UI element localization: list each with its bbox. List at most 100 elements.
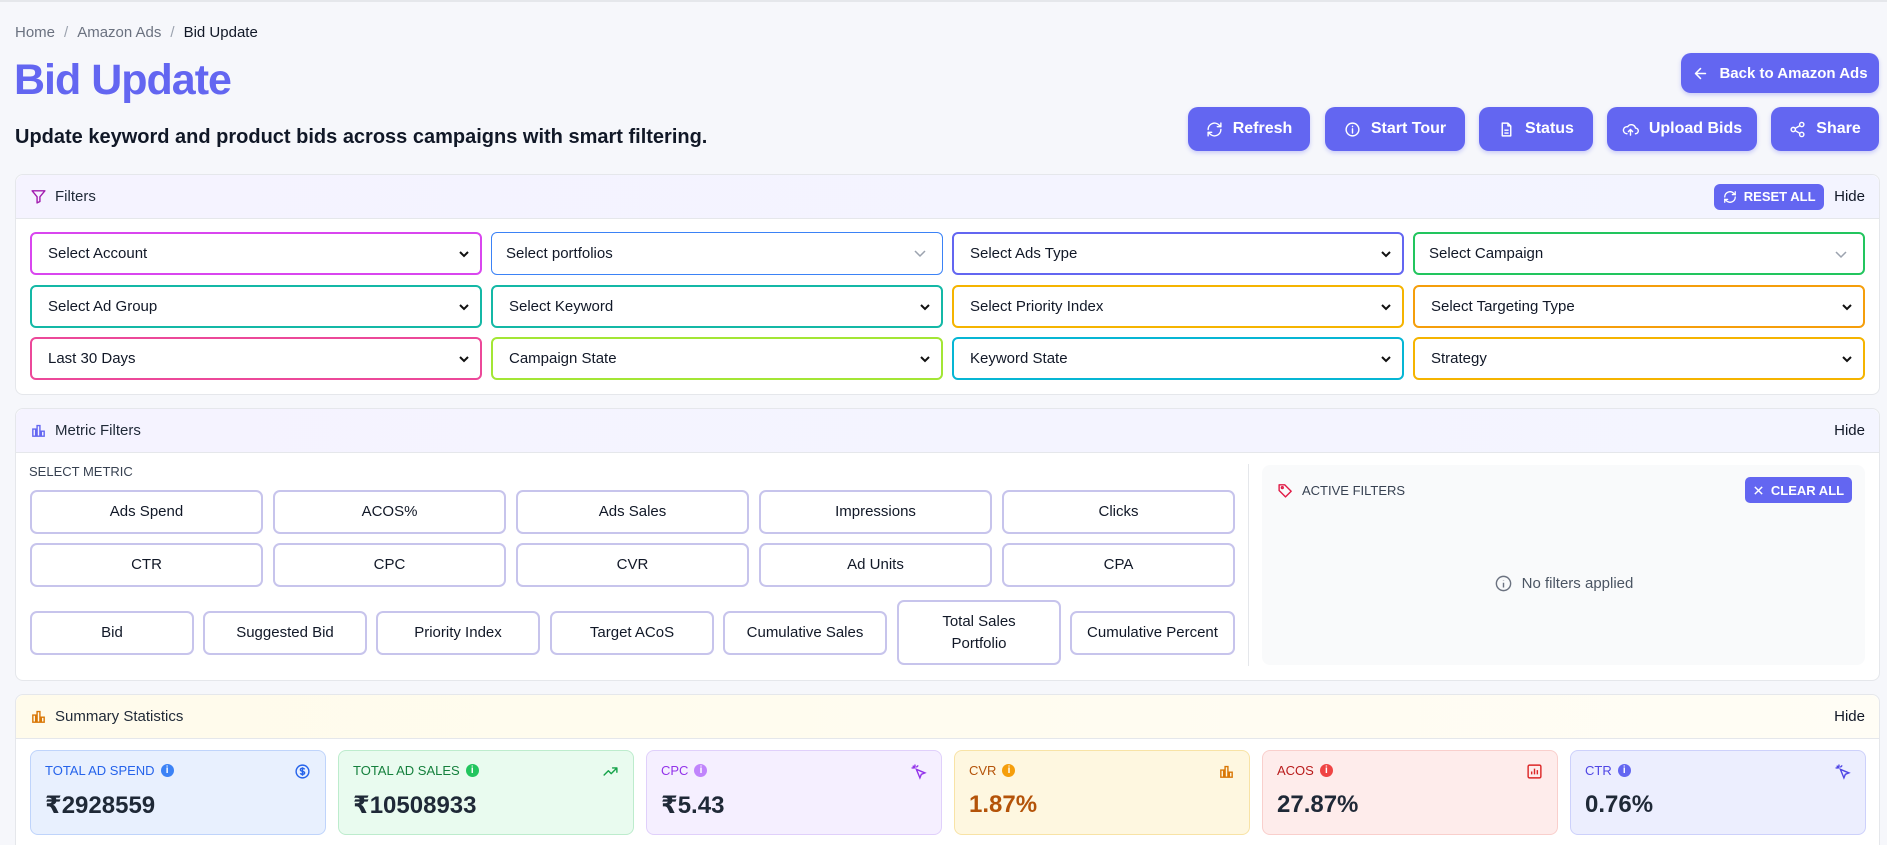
portfolios-select-value: Select portfolios [506,245,613,262]
metric-button[interactable]: Priority Index [376,611,540,655]
strategy-select-value: Strategy [1431,350,1487,367]
stat-label-text: TOTAL AD SPEND [45,763,155,778]
date-range-select[interactable]: Last 30 Days [30,337,482,380]
stat-value: ₹2928559 [45,792,156,819]
stat-label: ACOS i [1277,763,1543,778]
chevron-down-icon [920,356,930,363]
chevron-down-icon [1381,356,1391,363]
stat-label: CPC i [661,763,927,778]
upload-cloud-icon [1622,123,1639,136]
status-button[interactable]: Status [1479,107,1593,151]
active-filters-title: ACTIVE FILTERS [1302,483,1406,498]
breadcrumb-separator: / [170,24,175,41]
targeting-type-select[interactable]: Select Targeting Type [1413,285,1865,328]
metric-button[interactable]: CPC [273,543,506,587]
campaign-select[interactable]: Select Campaign [1413,232,1865,275]
share-icon [1790,121,1805,137]
strategy-select[interactable]: Strategy [1413,337,1865,380]
campaign-state-select[interactable]: Campaign State [491,337,943,380]
stat-label-text: TOTAL AD SALES [353,763,460,778]
metric-filters-hide-toggle[interactable]: Hide [1834,422,1865,439]
close-icon [1754,485,1763,495]
info-icon[interactable]: i [465,764,479,777]
stat-label: TOTAL AD SALES i [353,763,619,778]
clear-all-button[interactable]: CLEAR ALL [1745,477,1852,503]
account-select[interactable]: Select Account [30,232,482,275]
ad-group-select[interactable]: Select Ad Group [30,285,482,328]
reset-all-label: RESET ALL [1743,189,1816,204]
document-icon [1501,121,1512,137]
metric-button[interactable]: CPA [1002,543,1235,587]
cvr-card: CVR i 1.87% [954,750,1250,835]
stat-label: CTR i [1585,763,1851,778]
acos-card: ACOS i 27.87% [1262,750,1558,835]
chevron-down-icon [914,250,926,258]
upload-bids-label: Upload Bids [1648,120,1743,137]
metric-button[interactable]: CVR [516,543,749,587]
info-icon[interactable]: i [1002,764,1016,777]
metric-button[interactable]: CTR [30,543,263,587]
filters-header-actions: RESET ALL Hide [1714,183,1865,210]
no-filters-message: No filters applied [1262,574,1865,593]
stat-value: 27.87% [1277,791,1359,818]
stat-label-text: ACOS [1277,763,1314,778]
metric-button[interactable]: Ad Units [759,543,992,587]
metric-button[interactable]: Ads Spend [30,490,263,534]
metric-button[interactable]: Clicks [1002,490,1235,534]
breadcrumb-home[interactable]: Home [15,24,56,41]
priority-index-select[interactable]: Select Priority Index [952,285,1404,328]
filters-header: Filters RESET ALL Hide [16,175,1879,219]
chevron-down-icon [1381,304,1391,311]
reset-all-button[interactable]: RESET ALL [1714,183,1825,210]
portfolios-select[interactable]: Select portfolios [491,232,943,275]
info-icon[interactable]: i [160,764,174,777]
metric-button[interactable]: Total Sales Portfolio [897,600,1061,665]
start-tour-label: Start Tour [1370,120,1447,137]
filter-icon [31,190,46,204]
filters-hide-toggle[interactable]: Hide [1834,188,1865,205]
chevron-down-icon [459,304,469,311]
info-icon[interactable]: i [1617,764,1631,777]
bar-chart-icon [1220,765,1233,778]
metric-button[interactable]: Bid [30,611,194,655]
chart-square-icon [1527,764,1542,779]
metric-button[interactable]: Suggested Bid [203,611,367,655]
upload-bids-button[interactable]: Upload Bids [1607,107,1757,151]
metric-button[interactable]: ACOS% [273,490,506,534]
select-metric-label: SELECT METRIC [29,464,133,479]
share-button[interactable]: Share [1771,107,1879,151]
keyword-select[interactable]: Select Keyword [491,285,943,328]
stat-label: TOTAL AD SPEND i [45,763,311,778]
stat-value: ₹5.43 [661,792,725,819]
info-icon[interactable]: i [1319,764,1333,777]
refresh-label: Refresh [1232,120,1293,137]
arrow-left-icon [1695,67,1707,79]
breadcrumb-amazon-ads[interactable]: Amazon Ads [77,24,162,41]
refresh-icon [1723,190,1736,203]
back-to-amazon-ads-button[interactable]: Back to Amazon Ads [1681,53,1879,93]
keyword-state-select[interactable]: Keyword State [952,337,1404,380]
chevron-down-icon [1381,251,1391,258]
info-icon[interactable]: i [694,764,708,777]
date-range-select-value: Last 30 Days [48,350,136,367]
metric-button[interactable]: Cumulative Percent [1070,611,1235,655]
refresh-button[interactable]: Refresh [1188,107,1310,151]
stat-value: 0.76% [1585,791,1654,818]
start-tour-button[interactable]: Start Tour [1325,107,1465,151]
metric-filters-header: Metric Filters Hide [16,409,1879,453]
clear-all-label: CLEAR ALL [1770,482,1845,498]
summary-header: Summary Statistics Hide [16,695,1879,739]
stat-label-text: CVR [969,763,997,778]
metric-button[interactable]: Target ACoS [550,611,714,655]
total-ad-spend-card: TOTAL AD SPEND i ₹2928559 [30,750,326,835]
total-ad-sales-card: TOTAL AD SALES i ₹10508933 [338,750,634,835]
metric-button[interactable]: Impressions [759,490,992,534]
summary-hide-toggle[interactable]: Hide [1834,708,1865,725]
ads-type-select[interactable]: Select Ads Type [952,232,1404,275]
metric-button[interactable]: Ads Sales [516,490,749,534]
metric-button[interactable]: Cumulative Sales [723,611,887,655]
info-icon [1495,575,1511,592]
trending-up-icon [603,767,618,776]
priority-index-select-value: Select Priority Index [970,298,1104,315]
top-border [0,0,1887,2]
